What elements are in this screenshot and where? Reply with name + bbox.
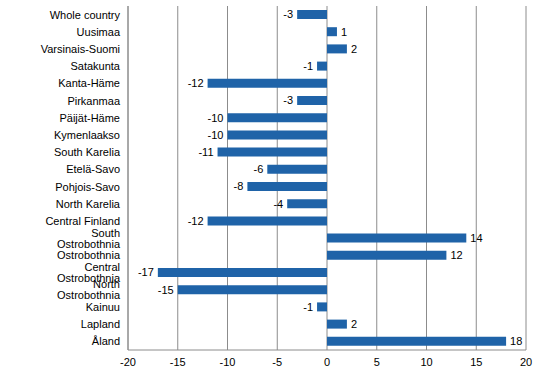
svg-text:-4: -4 [273, 198, 283, 210]
svg-text:20: 20 [520, 356, 532, 368]
svg-text:-20: -20 [120, 356, 136, 368]
svg-text:2: 2 [351, 318, 357, 330]
svg-text:-10: -10 [208, 129, 224, 141]
svg-text:Pohjois-Savo: Pohjois-Savo [55, 181, 120, 193]
svg-text:-3: -3 [283, 8, 293, 20]
svg-text:-3: -3 [283, 94, 293, 106]
svg-text:Kanta-Häme: Kanta-Häme [58, 77, 120, 89]
svg-text:-1: -1 [303, 60, 313, 72]
svg-text:-1: -1 [303, 301, 313, 313]
svg-text:-6: -6 [254, 163, 264, 175]
svg-text:1: 1 [341, 26, 347, 38]
svg-text:SouthOstrobothnia: SouthOstrobothnia [57, 227, 121, 250]
svg-text:Ostrobothnia: Ostrobothnia [57, 249, 121, 261]
svg-text:Kymenlaakso: Kymenlaakso [54, 129, 120, 141]
svg-text:2: 2 [351, 43, 357, 55]
svg-text:-15: -15 [158, 284, 174, 296]
svg-text:15: 15 [470, 356, 482, 368]
svg-text:0: 0 [324, 356, 330, 368]
svg-text:-10: -10 [220, 356, 236, 368]
svg-text:12: 12 [450, 249, 462, 261]
svg-text:-5: -5 [272, 356, 282, 368]
svg-text:10: 10 [420, 356, 432, 368]
html-text:Central: Central [84, 261, 120, 273]
svg-text:-12: -12 [188, 215, 204, 227]
svg-text:Etelä-Savo: Etelä-Savo [66, 163, 120, 175]
svg-text:South Karelia: South Karelia [54, 146, 121, 158]
svg-text:5: 5 [374, 356, 380, 368]
svg-text:Kainuu: Kainuu [86, 301, 120, 313]
svg-text:Whole country: Whole country [50, 9, 121, 21]
svg-text:-8: -8 [234, 180, 244, 192]
svg-text:-17: -17 [138, 266, 154, 278]
svg-text:14: 14 [470, 232, 482, 244]
svg-text:Lapland: Lapland [81, 318, 120, 330]
svg-text:Åland: Åland [92, 335, 120, 347]
svg-text:18: 18 [510, 335, 522, 347]
svg-text:Varsinais-Suomi: Varsinais-Suomi [41, 43, 120, 55]
svg-text:Central Finland: Central Finland [45, 215, 120, 227]
svg-text:North Karelia: North Karelia [56, 198, 121, 210]
svg-text:NorthOstrobothnia: NorthOstrobothnia [57, 278, 121, 301]
svg-text:-12: -12 [188, 77, 204, 89]
svg-text:Uusimaa: Uusimaa [77, 26, 121, 38]
svg-text:Päijät-Häme: Päijät-Häme [59, 112, 120, 124]
svg-text:Pirkanmaa: Pirkanmaa [67, 95, 120, 107]
svg-text:Satakunta: Satakunta [70, 60, 120, 72]
svg-text:-10: -10 [208, 112, 224, 124]
svg-text:-11: -11 [198, 146, 213, 158]
svg-text:-15: -15 [170, 356, 186, 368]
